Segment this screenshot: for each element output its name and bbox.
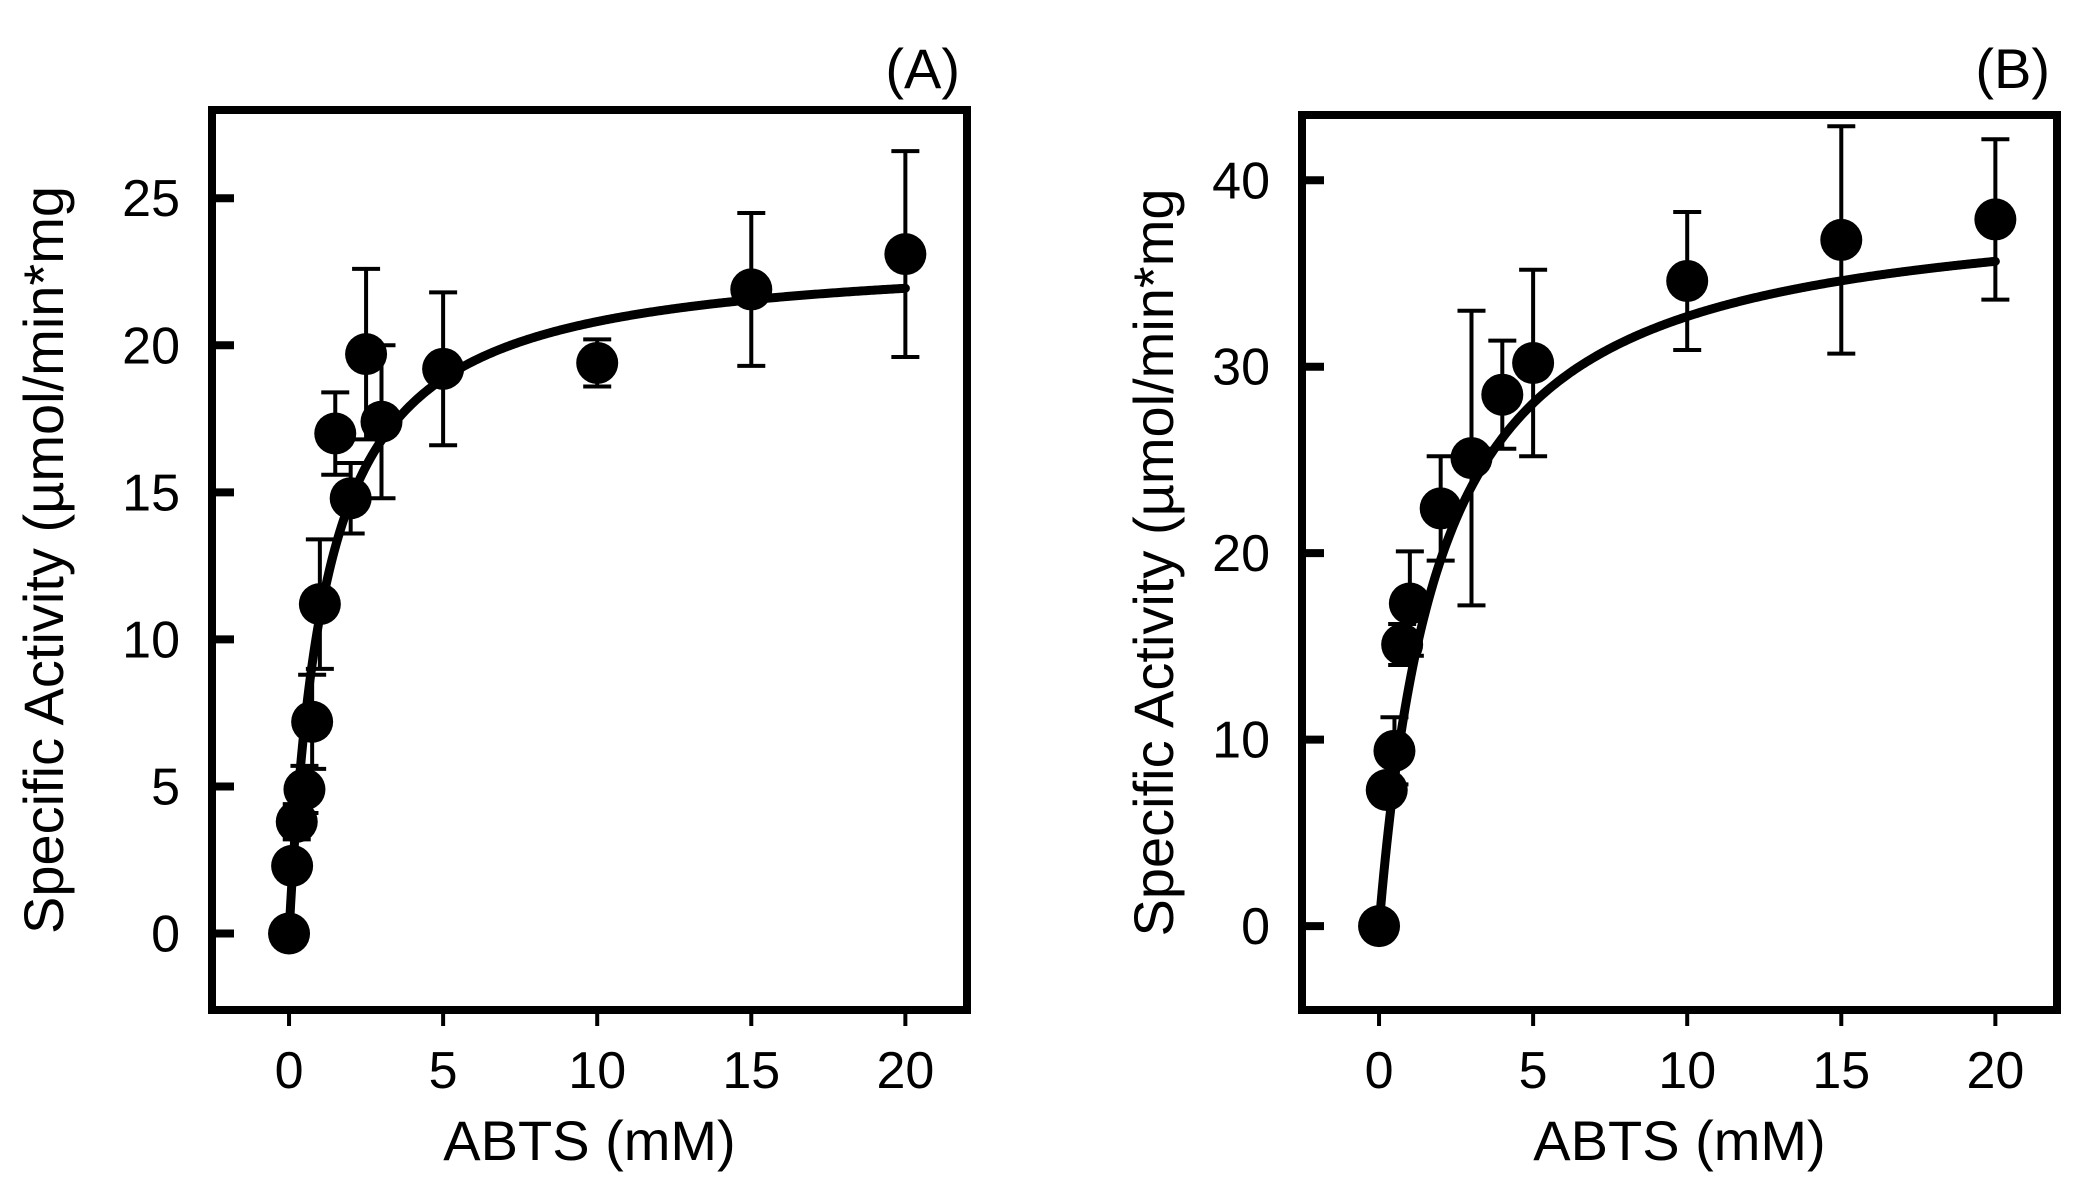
panel-label: (A) <box>885 37 960 100</box>
data-point <box>329 477 372 520</box>
x-tick-label: 5 <box>1519 1042 1548 1100</box>
data-point <box>1388 582 1431 625</box>
x-axis-title: ABTS (mM) <box>443 1109 735 1172</box>
data-point <box>1373 729 1416 772</box>
y-tick-label: 25 <box>122 170 180 228</box>
panel-a: 0 5 10 15 20 0 5 10 15 20 25 ABTS (mM) Specific Acti… <box>12 37 971 1172</box>
data-point <box>291 700 334 743</box>
data-point <box>271 844 314 887</box>
data-point <box>576 341 619 384</box>
panel-label: (B) <box>1975 37 2050 100</box>
y-axis-title: Specific Activity (µmol/min*mg <box>1122 189 1185 937</box>
y-tick-label: 0 <box>1241 898 1270 956</box>
y-tick-label: 5 <box>151 758 180 816</box>
data-point <box>884 233 927 276</box>
data-point <box>1481 373 1524 416</box>
x-axis-title: ABTS (mM) <box>1533 1109 1825 1172</box>
data-point <box>730 268 773 311</box>
data-point <box>1419 487 1462 530</box>
data-point <box>314 412 357 455</box>
data-point <box>268 912 311 955</box>
data-point <box>1365 768 1408 811</box>
y-tick-label: 20 <box>122 317 180 375</box>
data-point <box>1820 218 1863 261</box>
y-tick-label: 10 <box>122 611 180 669</box>
x-tick-label: 0 <box>275 1042 304 1100</box>
data-point <box>1974 198 2017 241</box>
x-tick-label: 20 <box>876 1042 934 1100</box>
data-point <box>1666 259 1709 302</box>
x-tick-label: 10 <box>568 1042 626 1100</box>
plot-frame <box>1298 111 2061 1014</box>
y-tick-label: 30 <box>1212 339 1270 397</box>
plot-frame <box>208 106 971 1014</box>
y-tick-label: 15 <box>122 464 180 522</box>
data-point <box>360 400 403 443</box>
data-point <box>422 347 465 390</box>
y-tick-label: 20 <box>1212 525 1270 583</box>
data-point <box>298 583 341 626</box>
y-tick-label: 40 <box>1212 152 1270 210</box>
x-tick-label: 15 <box>722 1042 780 1100</box>
data-point <box>283 768 326 811</box>
x-tick-label: 15 <box>1812 1042 1870 1100</box>
data-point <box>1450 437 1493 480</box>
data-point <box>1381 623 1424 666</box>
data-point <box>1512 341 1555 384</box>
y-tick-label: 0 <box>151 906 180 964</box>
y-axis-title: Specific Activity (µmol/min*mg <box>12 186 75 934</box>
x-tick-label: 20 <box>1966 1042 2024 1100</box>
y-tick-label: 10 <box>1212 712 1270 770</box>
x-tick-label: 10 <box>1658 1042 1716 1100</box>
data-point <box>345 333 388 376</box>
x-tick-label: 0 <box>1365 1042 1394 1100</box>
x-tick-label: 5 <box>429 1042 458 1100</box>
data-point <box>275 800 318 843</box>
panel-b: 0 5 10 15 20 0 10 20 30 40 ABTS (mM) Specific Activ… <box>1122 37 2061 1172</box>
data-point <box>1358 905 1401 948</box>
